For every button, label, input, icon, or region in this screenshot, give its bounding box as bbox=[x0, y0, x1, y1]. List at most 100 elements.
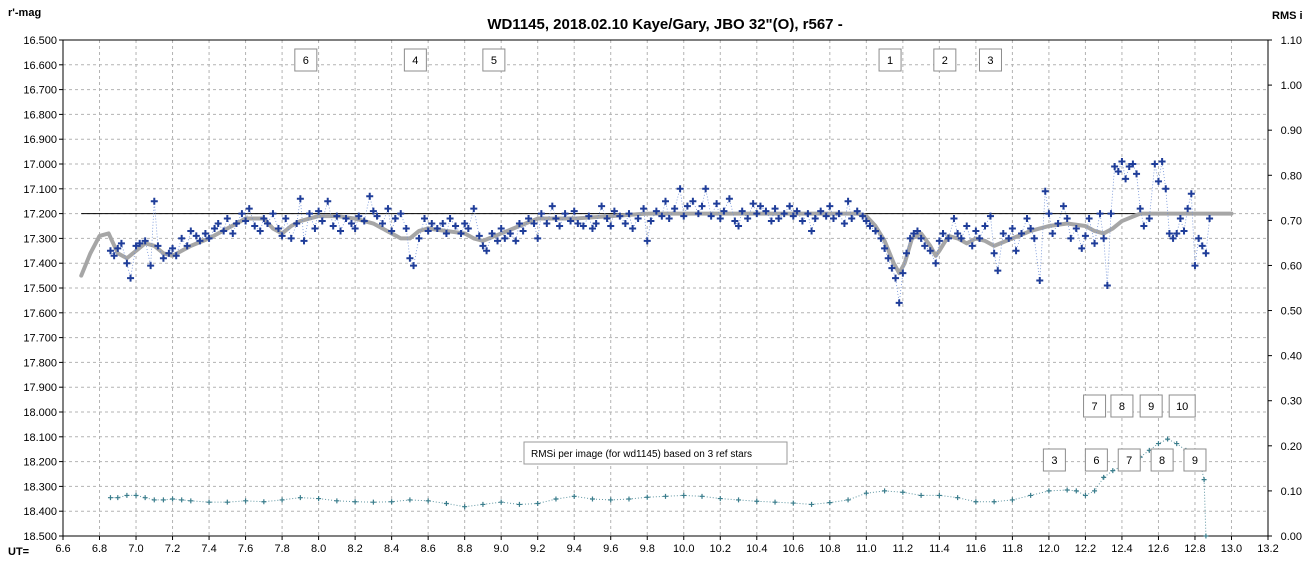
rms-point bbox=[991, 499, 997, 505]
measurement-point bbox=[183, 242, 191, 250]
rms-point bbox=[516, 501, 522, 507]
x-tick-label: 11.4 bbox=[929, 543, 950, 555]
measurement-point bbox=[556, 222, 564, 230]
right-tick-label: 0.80 bbox=[1281, 170, 1302, 182]
measurement-point bbox=[329, 222, 337, 230]
measurement-point bbox=[853, 207, 861, 215]
measurement-point bbox=[136, 239, 144, 247]
x-tick-label: 9.0 bbox=[494, 543, 509, 555]
x-tick-label: 9.2 bbox=[530, 543, 545, 555]
measurement-point bbox=[457, 229, 465, 237]
x-tick-label: 12.6 bbox=[1148, 543, 1169, 555]
measurement-point bbox=[680, 212, 688, 220]
measurement-point bbox=[972, 227, 980, 235]
measurement-point bbox=[683, 202, 691, 210]
measurement-point bbox=[479, 242, 487, 250]
measurement-point bbox=[318, 217, 326, 225]
x-tick-label: 8.2 bbox=[347, 543, 362, 555]
measurement-point bbox=[452, 222, 460, 230]
rms-point bbox=[1082, 492, 1088, 498]
rms-point bbox=[179, 497, 185, 503]
x-tick-label: 9.4 bbox=[567, 543, 582, 555]
rms-point bbox=[882, 488, 888, 494]
rms-point bbox=[1073, 488, 1079, 494]
measurement-point bbox=[866, 222, 874, 230]
right-axis-label: RMS i bbox=[1272, 10, 1303, 22]
measurement-point bbox=[986, 212, 994, 220]
measurement-point bbox=[731, 217, 739, 225]
measurement-point bbox=[913, 227, 921, 235]
x-tick-label: 11.8 bbox=[1002, 543, 1023, 555]
rms-marker-label: 9 bbox=[1148, 401, 1154, 413]
measurement-point bbox=[117, 239, 125, 247]
measurement-point bbox=[355, 212, 363, 220]
x-tick-label: 12.0 bbox=[1038, 543, 1059, 555]
measurement-point bbox=[410, 262, 418, 270]
rms-marker-label: 3 bbox=[1051, 455, 1057, 467]
measurement-point bbox=[1158, 158, 1166, 166]
measurement-point bbox=[899, 269, 907, 277]
measurement-point bbox=[360, 217, 368, 225]
rms-point bbox=[845, 497, 851, 503]
measurement-point bbox=[154, 242, 162, 250]
rms-point bbox=[224, 499, 230, 505]
measurement-point bbox=[1206, 215, 1214, 223]
measurement-point bbox=[333, 212, 341, 220]
rms-point bbox=[316, 496, 322, 502]
measurement-point bbox=[342, 215, 350, 223]
measurement-point bbox=[147, 262, 155, 270]
left-tick-label: 18.100 bbox=[23, 432, 57, 444]
measurement-point bbox=[388, 227, 396, 235]
rms-point bbox=[608, 497, 614, 503]
measurement-point bbox=[976, 234, 984, 242]
measurement-point bbox=[211, 224, 219, 232]
measurement-point bbox=[178, 234, 186, 242]
rms-point bbox=[699, 493, 705, 499]
measurement-point bbox=[1118, 158, 1126, 166]
measurement-point bbox=[932, 259, 940, 267]
x-tick-label: 10.6 bbox=[783, 543, 804, 555]
measurement-point bbox=[804, 210, 812, 218]
left-axis-label: r'-mag bbox=[8, 7, 41, 19]
rms-point bbox=[425, 498, 431, 504]
measurement-point bbox=[698, 202, 706, 210]
measurement-point bbox=[634, 215, 642, 223]
measurement-point bbox=[694, 210, 702, 218]
left-tick-label: 16.500 bbox=[23, 35, 57, 47]
rms-marker-label: 10 bbox=[1176, 401, 1188, 413]
rms-point bbox=[480, 501, 486, 507]
measurement-point bbox=[767, 217, 775, 225]
measurement-point bbox=[1060, 202, 1068, 210]
x-axis-label: UT= bbox=[8, 546, 29, 558]
measurement-point bbox=[877, 234, 885, 242]
rms-point bbox=[1028, 492, 1034, 498]
event-marker-box bbox=[403, 48, 427, 72]
measurement-point bbox=[574, 220, 582, 228]
measurement-point bbox=[127, 274, 135, 282]
measurement-point bbox=[610, 207, 618, 215]
rms-point bbox=[863, 490, 869, 496]
rms-point bbox=[589, 496, 595, 502]
left-tick-label: 17.000 bbox=[23, 159, 57, 171]
measurement-point bbox=[229, 229, 237, 237]
measurement-point bbox=[829, 215, 837, 223]
measurement-point bbox=[373, 212, 381, 220]
measurement-point bbox=[895, 299, 903, 307]
measurement-point bbox=[1145, 215, 1153, 223]
measurement-point bbox=[256, 227, 264, 235]
measurement-point bbox=[391, 215, 399, 223]
measurement-point bbox=[892, 274, 900, 282]
measurement-point bbox=[671, 205, 679, 213]
measurement-point bbox=[859, 212, 867, 220]
measurement-point bbox=[293, 220, 301, 228]
measurement-point bbox=[274, 224, 282, 232]
measurement-point bbox=[999, 229, 1007, 237]
measurement-point bbox=[515, 220, 523, 228]
left-tick-label: 16.900 bbox=[23, 134, 57, 146]
measurement-point bbox=[944, 234, 952, 242]
rms-point bbox=[206, 499, 212, 505]
measurement-point bbox=[1100, 234, 1108, 242]
left-tick-label: 18.500 bbox=[23, 531, 57, 543]
measurement-point bbox=[132, 242, 140, 250]
measurement-point bbox=[835, 210, 843, 218]
